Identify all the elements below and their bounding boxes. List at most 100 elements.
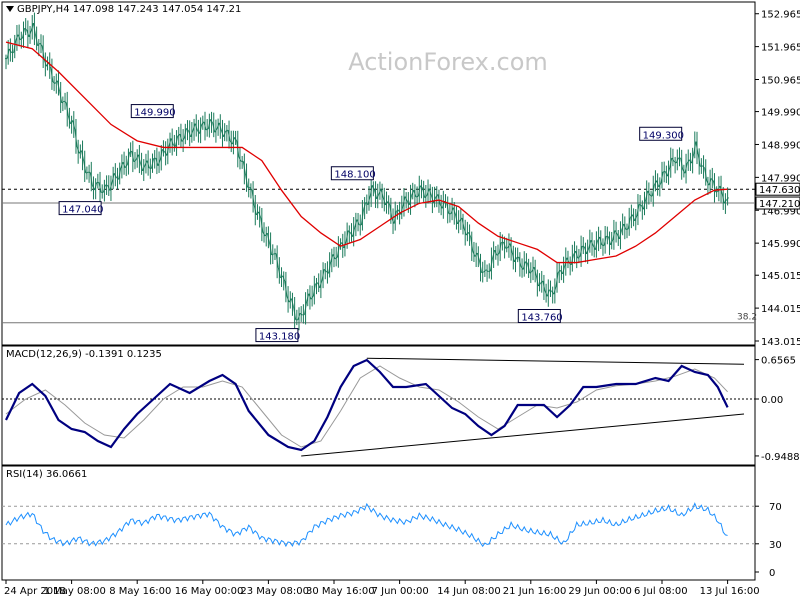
- candle-body: [439, 204, 443, 209]
- candle-body: [516, 256, 519, 259]
- candle-body: [162, 149, 165, 152]
- axis-layer: 152.965 151.965 150.965 149.990 148.990 147.9…: [4, 10, 800, 597]
- price-tick-label: 149.990: [761, 108, 800, 119]
- x-tick-label: 7 Jun 00:00: [372, 586, 429, 597]
- candle-body: [70, 120, 74, 125]
- candle-body: [669, 157, 673, 168]
- macd-tick-label: 0.00: [761, 395, 783, 406]
- candle-body: [22, 28, 25, 39]
- candle-body: [177, 133, 181, 137]
- candle-body: [721, 193, 725, 204]
- candle-body: [409, 195, 413, 205]
- candle-body: [531, 266, 535, 272]
- x-tick-label: 30 May 16:00: [306, 586, 375, 597]
- candle-body: [623, 223, 627, 230]
- candle-body: [483, 269, 487, 273]
- candle-body: [155, 158, 159, 166]
- panel-frames: [1, 1, 756, 581]
- candle-body: [282, 275, 286, 282]
- candle-body: [210, 119, 213, 124]
- candle-body: [454, 214, 458, 224]
- candle-body: [306, 293, 310, 302]
- candle-body: [157, 159, 161, 166]
- candle-body: [275, 253, 279, 268]
- candle-body: [706, 180, 710, 186]
- candle-body: [170, 138, 174, 146]
- candle-body: [205, 128, 209, 131]
- candle-body: [629, 214, 633, 218]
- candle-body: [13, 40, 17, 53]
- price-callout-box: [517, 308, 561, 323]
- candle-body: [614, 230, 618, 235]
- candle-body: [697, 153, 701, 167]
- candle-body: [326, 271, 329, 274]
- candle-body: [380, 189, 384, 198]
- x-tick-label: 21 Jun 16:00: [503, 586, 567, 597]
- candle-body: [81, 150, 85, 161]
- price-callout-label: 147.040: [62, 205, 103, 216]
- x-tick-label: 14 Jun 08:00: [437, 586, 501, 597]
- candle-body: [54, 80, 58, 84]
- candle-body: [586, 248, 590, 255]
- candle-body: [315, 282, 318, 285]
- macd-signal-line: [5, 365, 728, 448]
- candle-body: [89, 172, 93, 186]
- candle-body: [520, 266, 524, 270]
- candle-body: [435, 194, 439, 198]
- candle-body: [111, 173, 115, 183]
- candle-body: [627, 217, 631, 230]
- fib-label: 38.2: [737, 313, 757, 323]
- candle-body: [643, 199, 646, 210]
- moving-average-line: [5, 41, 728, 264]
- candle-body: [452, 207, 456, 215]
- candle-body: [664, 171, 668, 177]
- candle-body: [74, 129, 78, 147]
- candle-body: [107, 185, 111, 191]
- price-callout-label: 149.300: [643, 130, 684, 141]
- candle-body: [17, 34, 21, 40]
- candle-body: [385, 201, 388, 206]
- candle-body: [463, 228, 467, 236]
- candle-body: [336, 245, 340, 258]
- candle-body: [675, 157, 679, 164]
- candle-body: [212, 122, 216, 133]
- candle-body: [594, 240, 598, 250]
- candle-body: [183, 128, 187, 139]
- candle-body: [151, 158, 154, 169]
- price-callout-box: [255, 328, 299, 343]
- candle-body: [599, 236, 603, 246]
- candle-body: [522, 261, 526, 270]
- macd-line: [5, 358, 729, 452]
- candle-body: [347, 230, 351, 234]
- candle-body: [426, 188, 430, 196]
- candle-body: [411, 189, 415, 196]
- candle-body: [98, 182, 102, 193]
- candle-body: [422, 187, 426, 198]
- candle-body: [544, 290, 548, 297]
- candle-body: [489, 257, 493, 272]
- rsi-layer: [2, 502, 755, 548]
- candle-body: [590, 240, 594, 246]
- candle-body: [398, 209, 402, 215]
- candle-body: [76, 146, 80, 154]
- candle-body: [651, 184, 655, 197]
- candle-body: [726, 197, 729, 201]
- panel-frame-price: [1, 1, 756, 346]
- candle-body: [8, 48, 12, 53]
- candle-body: [592, 245, 596, 250]
- candle-body: [109, 182, 113, 191]
- dropdown-arrow-icon[interactable]: [6, 6, 14, 12]
- candle-body: [120, 162, 124, 169]
- candle-body: [304, 301, 308, 315]
- candle-body: [61, 100, 65, 104]
- macd-trendline: [366, 357, 745, 365]
- candle-body: [269, 242, 273, 256]
- candle-body: [496, 253, 500, 256]
- candle-body: [59, 91, 63, 103]
- price-marker-label: 147.630: [759, 185, 800, 196]
- candle-body: [137, 154, 141, 164]
- candle-body: [321, 269, 325, 281]
- macd-tick-label: 0.6565: [761, 356, 796, 367]
- candle-body: [94, 182, 98, 191]
